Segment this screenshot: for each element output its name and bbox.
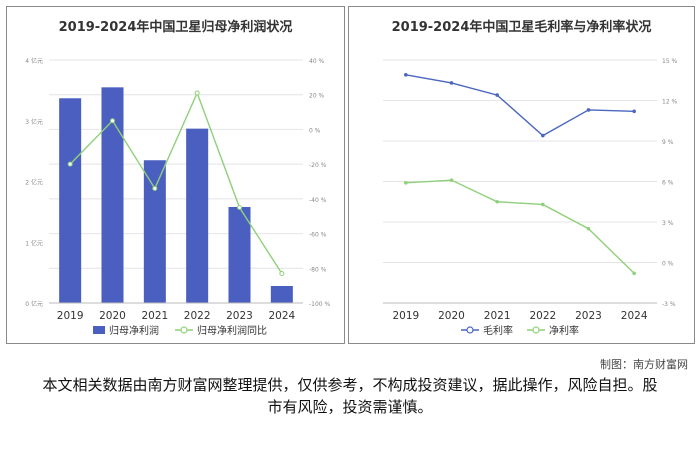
legend-marker-net	[532, 326, 540, 334]
y-tick-label-right: 12 %	[662, 99, 678, 106]
bar-netprofit	[143, 160, 166, 303]
point-gross-margin	[632, 109, 636, 114]
right-chart-svg: 15 % 12 % 9 % 6 % 3 % 0 % -3 % 2019 2020 2021 2022…	[383, 58, 678, 337]
y-tick-label-left: 0 亿元	[25, 300, 43, 308]
y-tick-label-right: -60 %	[309, 232, 327, 239]
point-net-margin	[632, 271, 636, 276]
point-gross-margin	[449, 81, 454, 85]
y-tick-label-left: 2 亿元	[25, 179, 43, 187]
y-tick-label-left: 1 亿元	[25, 239, 43, 247]
legend-marker-gross	[466, 326, 474, 334]
x-tick-label: 2019	[57, 310, 84, 322]
point-gross-margin	[586, 108, 591, 112]
y-tick-label-right: -100 %	[309, 301, 331, 308]
y-tick-label-right: 9 %	[662, 139, 674, 146]
legend-label-yoy: 归母净利润同比	[197, 324, 267, 337]
point-yoy-growth	[237, 205, 242, 211]
y-tick-label-right: -3 %	[662, 301, 676, 308]
line-net-margin	[405, 179, 635, 274]
point-yoy-growth	[194, 90, 200, 96]
y-tick-label-left: 4 亿元	[25, 57, 43, 65]
point-yoy-growth	[279, 270, 285, 276]
y-tick-label-right: 40 %	[309, 58, 325, 65]
point-yoy-growth	[152, 185, 158, 191]
line-yoy-growth	[69, 91, 283, 274]
x-tick-label: 2022	[529, 310, 556, 322]
legend-label-net: 净利率	[549, 324, 579, 337]
point-net-margin	[541, 202, 545, 207]
y-tick-label-right: 6 %	[662, 180, 674, 187]
y-tick-label-right: 15 %	[662, 58, 678, 65]
y-tick-label-right: -20 %	[309, 162, 327, 169]
point-yoy-growth	[110, 118, 115, 124]
point-gross-margin	[404, 73, 408, 77]
bar-netprofit	[59, 98, 82, 304]
left-chart-title: 2019-2024年中国卫星归母净利润状况	[58, 20, 293, 35]
right-chart-panel: 2019-2024年中国卫星毛利率与净利率状况 15 % 12 % 9 % 6 % 3 …	[348, 6, 695, 344]
x-tick-label: 2024	[621, 310, 648, 322]
y-tick-label-right: -80 %	[309, 266, 327, 273]
x-tick-label: 2021	[484, 310, 511, 322]
legend-swatch-netprofit	[93, 326, 105, 334]
y-tick-label-left: 3 亿元	[25, 118, 43, 126]
x-tick-label: 2022	[184, 310, 211, 322]
point-yoy-growth	[67, 161, 73, 167]
y-tick-label-right: -40 %	[309, 197, 327, 204]
line-gross-margin	[405, 74, 635, 137]
point-net-margin	[404, 181, 408, 185]
x-tick-label: 2024	[268, 310, 295, 322]
x-tick-label: 2020	[438, 310, 465, 322]
credit-text: 制图：南方财富网	[600, 358, 688, 371]
point-net-margin	[586, 226, 591, 231]
disclaimer-text: 本文相关数据由南方财富网整理提供，仅供参考，不构成投资建议，据此操作，风险自担。…	[42, 376, 658, 416]
x-tick-label: 2019	[392, 310, 419, 322]
y-tick-label-right: 0 %	[309, 127, 321, 134]
x-tick-label: 2023	[575, 310, 602, 322]
point-net-margin	[449, 178, 454, 182]
y-tick-label-right: 0 %	[662, 261, 674, 268]
legend-label-gross: 毛利率	[483, 324, 513, 337]
right-chart-title: 2019-2024年中国卫星毛利率与净利率状况	[391, 20, 652, 35]
point-gross-margin	[541, 133, 545, 138]
bar-netprofit	[101, 87, 124, 304]
bar-netprofit	[186, 128, 209, 303]
bar-netprofit	[228, 207, 251, 303]
legend-marker-yoy	[180, 326, 188, 334]
left-chart-panel: 2019-2024年中国卫星归母净利润状况 4 亿元 3 亿元 2 亿元 1 亿元 0 …	[6, 6, 345, 344]
x-tick-label: 2021	[141, 310, 168, 322]
bar-netprofit	[270, 285, 293, 303]
x-tick-label: 2023	[226, 310, 253, 322]
x-tick-label: 2020	[99, 310, 126, 322]
y-tick-label-right: 3 %	[662, 220, 674, 227]
point-gross-margin	[495, 93, 499, 97]
legend-label-netprofit: 归母净利润	[109, 324, 159, 337]
point-net-margin	[495, 199, 499, 204]
left-chart-svg: 4 亿元 3 亿元 2 亿元 1 亿元 0 亿元 40 % 20 % 0 % -20 % -40 …	[25, 57, 331, 337]
y-tick-label-right: 20 %	[309, 93, 325, 100]
